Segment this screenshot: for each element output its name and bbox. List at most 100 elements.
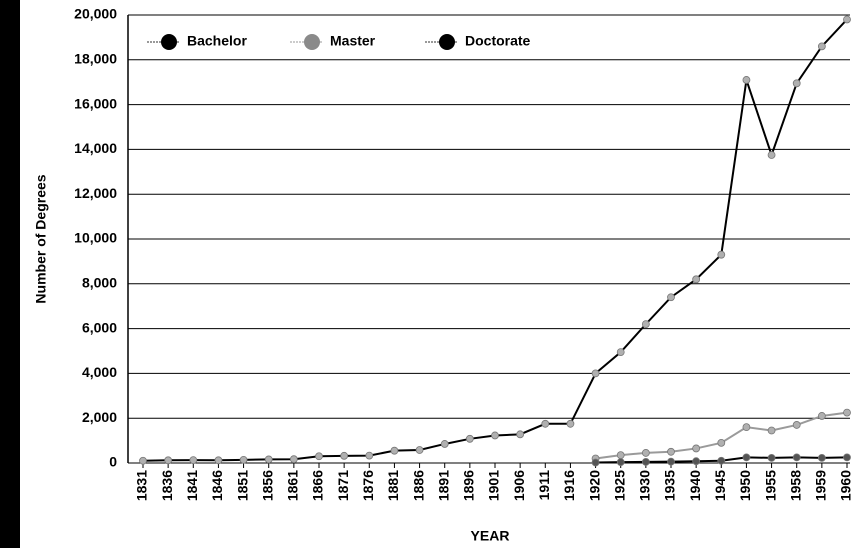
x-tick-label: 1871 xyxy=(335,470,351,501)
data-point xyxy=(440,440,449,448)
x-tick-label: 1911 xyxy=(536,470,552,501)
data-point xyxy=(742,423,751,432)
x-tick-label: 1836 xyxy=(159,470,175,501)
x-tick-label: 1916 xyxy=(561,470,577,501)
data-point xyxy=(817,412,826,420)
x-tick-label: 1950 xyxy=(737,470,753,501)
legend-marker xyxy=(304,34,320,50)
data-point xyxy=(591,369,600,378)
data-point xyxy=(843,408,851,417)
data-point xyxy=(315,452,323,461)
x-tick-label: 1959 xyxy=(813,470,829,501)
data-point xyxy=(340,451,349,460)
data-point xyxy=(767,426,776,435)
x-tick-label: 1881 xyxy=(385,470,401,501)
y-tick-label: 16,000 xyxy=(74,95,117,111)
data-point xyxy=(843,15,851,24)
x-tick-label: 1930 xyxy=(637,470,653,501)
data-point xyxy=(214,456,223,465)
data-point xyxy=(742,76,751,84)
x-axis-label: YEAR xyxy=(471,528,510,544)
x-tick-label: 1925 xyxy=(611,470,627,501)
x-tick-label: 1920 xyxy=(586,470,602,501)
data-point xyxy=(667,457,675,466)
x-tick-label: 1866 xyxy=(310,470,326,501)
y-tick-label: 14,000 xyxy=(74,140,117,156)
x-tick-label: 1940 xyxy=(687,470,703,501)
data-point xyxy=(616,348,625,357)
data-point xyxy=(717,250,726,259)
data-point xyxy=(717,438,726,447)
data-point xyxy=(139,456,147,465)
legend-label: Master xyxy=(330,33,376,49)
data-point xyxy=(667,447,675,456)
x-tick-label: 1851 xyxy=(234,470,250,501)
x-tick-label: 1935 xyxy=(662,470,678,501)
y-tick-label: 4,000 xyxy=(82,364,117,380)
data-point xyxy=(465,434,474,443)
data-point xyxy=(817,453,826,462)
x-tick-label: 1861 xyxy=(285,470,301,501)
data-point xyxy=(667,293,675,302)
data-point xyxy=(264,455,273,464)
data-point xyxy=(616,458,625,467)
legend-label: Bachelor xyxy=(187,33,247,49)
data-point xyxy=(541,419,550,428)
y-tick-label: 8,000 xyxy=(82,275,117,291)
data-point xyxy=(591,458,600,467)
data-point xyxy=(641,449,650,457)
side-bar xyxy=(0,0,20,548)
data-point xyxy=(742,453,751,462)
legend-marker xyxy=(439,34,455,50)
data-point xyxy=(365,451,374,460)
data-point xyxy=(491,431,499,440)
x-tick-label: 1896 xyxy=(461,470,477,501)
data-point xyxy=(289,455,298,464)
data-point xyxy=(843,453,851,462)
data-point xyxy=(415,446,424,454)
y-axis-label: Number of Degrees xyxy=(33,174,49,303)
x-tick-label: 1891 xyxy=(435,470,451,501)
y-tick-label: 18,000 xyxy=(74,51,117,67)
y-tick-label: 6,000 xyxy=(82,319,117,335)
data-point xyxy=(817,42,826,51)
data-point xyxy=(189,456,198,464)
x-tick-label: 1960 xyxy=(838,470,853,501)
series-line xyxy=(142,18,848,462)
x-tick-label: 1856 xyxy=(259,470,275,501)
x-tick-label: 1906 xyxy=(511,470,527,501)
y-tick-label: 12,000 xyxy=(74,185,117,201)
legend-marker xyxy=(161,34,177,50)
y-tick-label: 10,000 xyxy=(74,230,117,246)
y-tick-label: 2,000 xyxy=(82,409,117,425)
y-tick-label: 20,000 xyxy=(74,6,117,22)
x-tick-label: 1876 xyxy=(360,470,376,501)
legend-label: Doctorate xyxy=(465,33,531,49)
x-tick-label: 1958 xyxy=(787,470,803,501)
data-point xyxy=(792,453,801,462)
data-point xyxy=(641,320,650,329)
x-tick-label: 1901 xyxy=(486,470,502,501)
data-point xyxy=(767,151,776,159)
x-tick-label: 1831 xyxy=(134,470,150,501)
legend-bg xyxy=(140,30,550,56)
x-tick-label: 1841 xyxy=(184,470,200,501)
data-point xyxy=(767,453,776,462)
data-point xyxy=(641,457,650,466)
x-tick-label: 1955 xyxy=(762,470,778,501)
data-point xyxy=(616,451,625,460)
y-tick-label: 0 xyxy=(109,454,117,470)
data-point xyxy=(792,79,801,88)
data-point xyxy=(566,419,575,428)
data-point xyxy=(692,444,701,453)
data-point xyxy=(692,457,701,466)
x-tick-label: 1945 xyxy=(712,470,728,501)
data-point xyxy=(164,456,173,465)
data-point xyxy=(792,421,801,429)
data-point xyxy=(239,455,248,464)
x-tick-label: 1846 xyxy=(209,470,225,501)
data-point xyxy=(516,430,525,439)
data-point xyxy=(692,275,701,284)
x-tick-label: 1886 xyxy=(410,470,426,501)
